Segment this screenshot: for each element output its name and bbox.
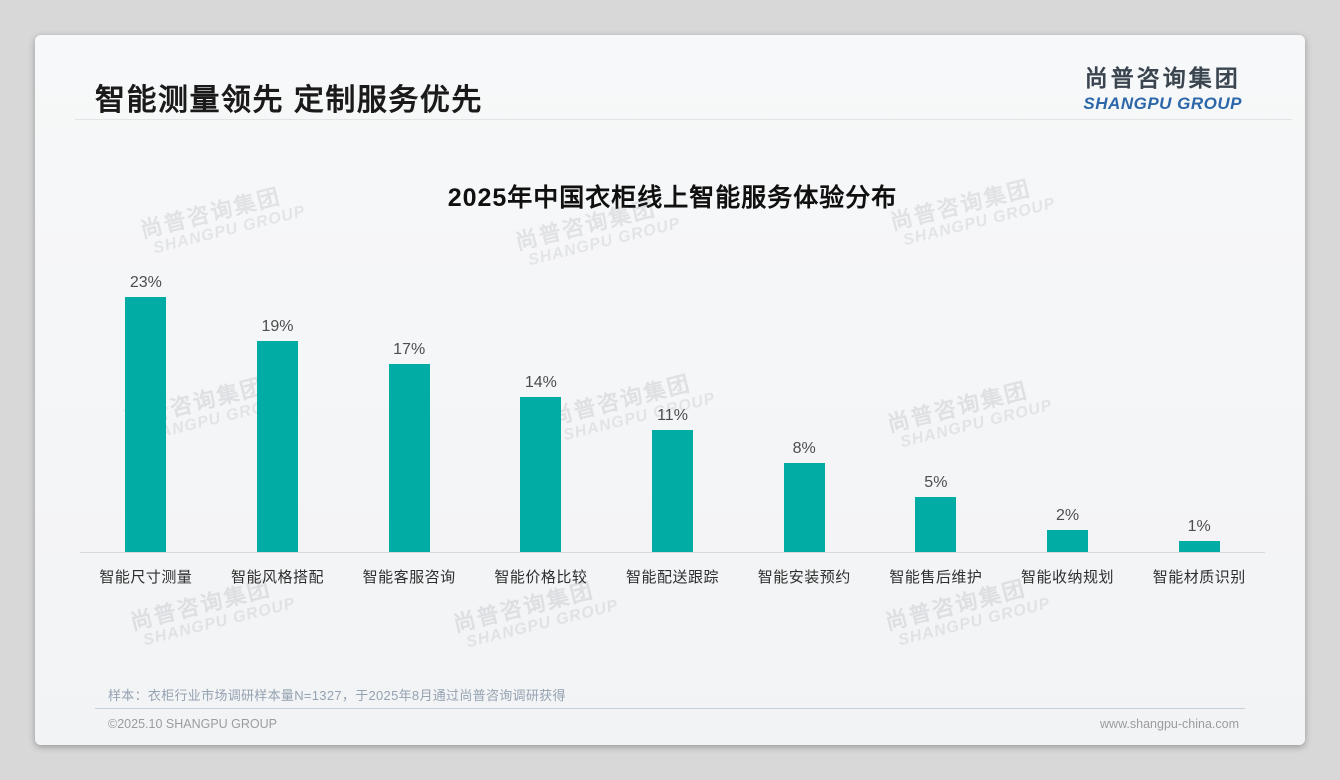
- page-title: 智能测量领先 定制服务优先: [95, 84, 483, 117]
- category-label: 智能客服咨询: [362, 569, 456, 586]
- bar-value-label: 11%: [657, 407, 688, 424]
- watermark-en-text: SHANGPU GROUP: [141, 594, 298, 650]
- category-label: 智能价格比较: [494, 569, 588, 586]
- footer-row: ©2025.10 SHANGPU GROUP www.shangpu-china…: [108, 717, 1239, 731]
- bar-value-label: 8%: [792, 440, 816, 457]
- bar: [652, 430, 694, 552]
- bar-value-label: 17%: [393, 341, 426, 358]
- category-label: 智能配送跟踪: [626, 569, 720, 586]
- bar: [388, 364, 430, 552]
- bar-value-label: 1%: [1187, 518, 1211, 535]
- watermark-en-text: SHANGPU GROUP: [896, 594, 1053, 650]
- bar-slot: 11%: [607, 205, 739, 552]
- bar-slot: 1%: [1133, 205, 1265, 552]
- category-label: 智能收纳规划: [1021, 569, 1115, 586]
- bar: [125, 297, 167, 552]
- chart-bars: 23% 19% 17% 14% 11% 8% 5% 2% 1%: [80, 205, 1265, 553]
- bar: [915, 497, 957, 552]
- bar: [783, 463, 825, 552]
- category-label: 智能尺寸测量: [99, 569, 193, 586]
- category-label: 智能售后维护: [889, 569, 983, 586]
- bar-value-label: 14%: [524, 374, 557, 391]
- bar-slot: 19%: [212, 205, 344, 552]
- category-label: 智能材质识别: [1152, 569, 1246, 586]
- bar-slot: 14%: [475, 205, 607, 552]
- bar-slot: 23%: [80, 205, 212, 552]
- bar-slot: 17%: [343, 205, 475, 552]
- category-label: 智能风格搭配: [231, 569, 325, 586]
- bar: [257, 341, 298, 552]
- bar-value-label: 23%: [129, 274, 162, 291]
- copyright-text: ©2025.10 SHANGPU GROUP: [108, 717, 277, 731]
- bar: [1047, 530, 1089, 552]
- bar: [1178, 541, 1220, 552]
- bar: [520, 397, 562, 552]
- watermark-en-text: SHANGPU GROUP: [464, 596, 621, 652]
- slide-card: 智能测量领先 定制服务优先 尚普咨询集团 SHANGPU GROUP 2025年…: [35, 35, 1305, 745]
- bar-value-label: 19%: [261, 318, 294, 335]
- bar-value-label: 2%: [1055, 507, 1080, 524]
- bar-slot: 5%: [870, 205, 1002, 552]
- website-url: www.shangpu-china.com: [1100, 717, 1239, 731]
- category-label: 智能安装预约: [757, 569, 851, 586]
- chart-title: 2025年中国衣柜线上智能服务体验分布: [447, 184, 898, 212]
- header-divider: [75, 119, 1292, 120]
- sample-footnote: 样本：衣柜行业市场调研样本量N=1327，于2025年8月通过尚普咨询调研获得: [108, 688, 566, 703]
- chart-categories: 智能尺寸测量 智能风格搭配 智能客服咨询 智能价格比较 智能配送跟踪 智能安装预约 智能售后…: [80, 566, 1265, 587]
- company-logo: 尚普咨询集团 SHANGPU GROUP: [1083, 59, 1242, 114]
- bar-slot: 8%: [738, 205, 870, 552]
- bar-value-label: 5%: [924, 474, 948, 491]
- footer-divider: [95, 708, 1245, 709]
- logo-cn-text: 尚普咨询集团: [1084, 65, 1241, 91]
- bar-slot: 2%: [1002, 205, 1134, 552]
- logo-en-text: SHANGPU GROUP: [1083, 94, 1242, 113]
